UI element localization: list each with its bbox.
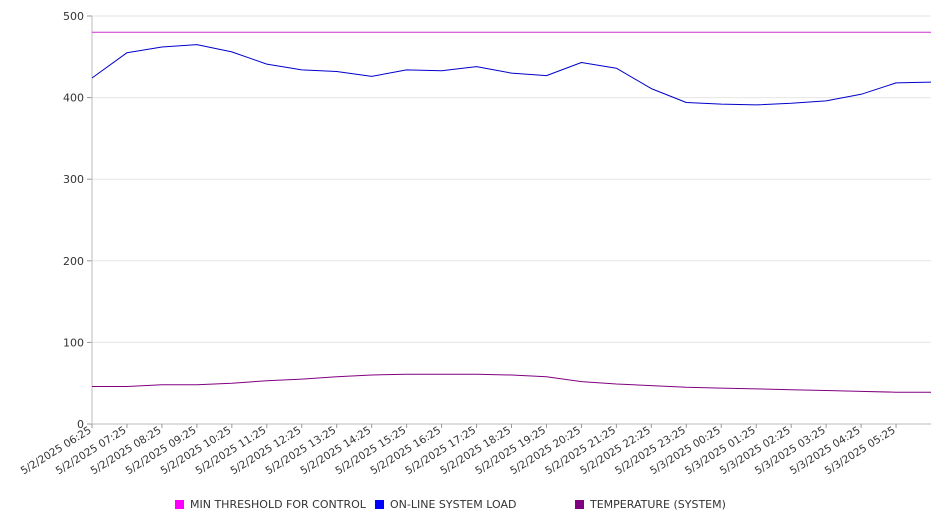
legend-swatch-min-threshold bbox=[175, 500, 184, 509]
series-line-temperature-system bbox=[92, 373, 931, 393]
legend-label-temperature: TEMPERATURE (SYSTEM) bbox=[590, 498, 726, 511]
legend-item-min-threshold[interactable]: MIN THRESHOLD FOR CONTROL bbox=[175, 498, 366, 511]
series-line-on-line-system-load bbox=[91, 44, 932, 106]
chart-legend: MIN THRESHOLD FOR CONTROL ON-LINE SYSTEM… bbox=[0, 498, 946, 514]
x-tick-labels: 5/2/2025 06:255/2/2025 07:255/2/2025 08:… bbox=[19, 424, 898, 477]
y-tick-label: 400 bbox=[63, 92, 84, 105]
y-tick-label: 500 bbox=[63, 10, 84, 23]
legend-swatch-temperature bbox=[575, 500, 584, 509]
y-tick-label: 300 bbox=[63, 173, 84, 186]
legend-label-online-system-load: ON-LINE SYSTEM LOAD bbox=[390, 498, 517, 511]
y-tick-label: 0 bbox=[77, 418, 84, 431]
legend-item-temperature[interactable]: TEMPERATURE (SYSTEM) bbox=[575, 498, 726, 511]
gridlines bbox=[92, 15, 931, 343]
series-lines bbox=[91, 31, 932, 393]
legend-label-min-threshold: MIN THRESHOLD FOR CONTROL bbox=[190, 498, 366, 511]
legend-item-online-system-load[interactable]: ON-LINE SYSTEM LOAD bbox=[375, 498, 516, 511]
y-tick-label: 200 bbox=[63, 255, 84, 268]
legend-swatch-online-system-load bbox=[375, 500, 384, 509]
y-tick-label: 100 bbox=[63, 336, 84, 349]
axes bbox=[87, 15, 931, 428]
y-tick-labels: 0 100 200 300 400 500 bbox=[63, 10, 84, 431]
